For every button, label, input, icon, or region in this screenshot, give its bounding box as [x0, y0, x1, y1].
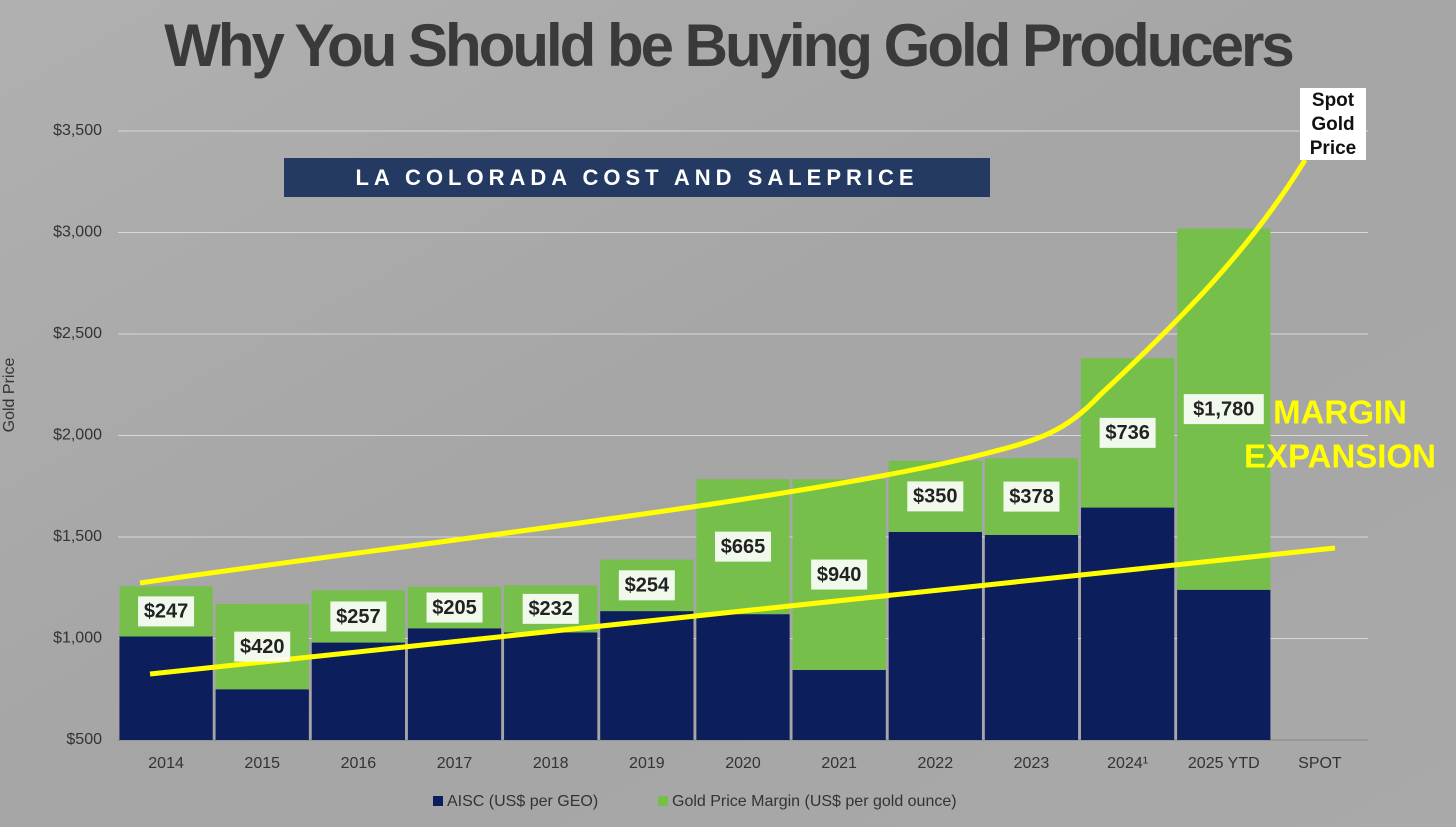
- bar-segment: [984, 534, 1079, 740]
- value-label: $205: [432, 597, 477, 619]
- bar-segment: [215, 689, 309, 740]
- value-label: $257: [336, 606, 381, 628]
- value-label: $940: [817, 564, 862, 586]
- value-label-box: [618, 570, 675, 601]
- margin-label: MARGIN: [1273, 394, 1407, 431]
- margin-label: EXPANSION: [1244, 438, 1436, 475]
- bar-segment: [888, 531, 982, 740]
- value-label-box: [522, 593, 579, 624]
- spot-curve: [139, 158, 1308, 586]
- x-tick-label: 2024¹: [1107, 755, 1148, 772]
- spot-label: Price: [1310, 138, 1356, 159]
- x-tick-label: 2022: [918, 755, 954, 772]
- y-tick-label: $1,000: [53, 630, 102, 647]
- value-label-box: [715, 531, 771, 562]
- value-label: $378: [1009, 486, 1054, 508]
- x-tick-label: 2019: [629, 755, 665, 772]
- chart-title: Why You Should be Buying Gold Producers: [164, 12, 1292, 79]
- x-tick-label: 2023: [1014, 755, 1050, 772]
- bar-segment: [696, 614, 790, 740]
- y-tick-label: $2,500: [53, 325, 102, 342]
- y-tick-label: $3,500: [53, 122, 102, 139]
- x-tick-label: 2020: [725, 755, 761, 772]
- bar-segment: [311, 642, 406, 740]
- x-tick-label: 2016: [341, 755, 377, 772]
- subtitle-box: [284, 158, 990, 197]
- bar-segment: [119, 636, 213, 740]
- value-label: $247: [144, 601, 189, 623]
- value-label: $736: [1105, 422, 1150, 444]
- legend-label: Gold Price Margin (US$ per gold ounce): [672, 793, 957, 810]
- value-label-box: [426, 592, 483, 623]
- value-label-box: [138, 596, 195, 627]
- value-label-box: [1099, 417, 1156, 448]
- bar-segment: [1177, 589, 1271, 740]
- y-tick-label: $1,500: [53, 528, 102, 545]
- x-tick-label: 2014: [148, 755, 184, 772]
- value-label: $350: [913, 486, 958, 508]
- legend-swatch: [433, 796, 443, 806]
- bar-segment: [600, 611, 694, 740]
- value-label-box: [1003, 481, 1060, 512]
- spot-label: Gold: [1311, 114, 1354, 135]
- spot-label-box: [1300, 88, 1366, 160]
- bar-segment: [1080, 507, 1175, 740]
- spot-label: Spot: [1312, 90, 1355, 111]
- x-tick-label: 2025 YTD: [1188, 755, 1260, 772]
- legend-swatch: [658, 796, 668, 806]
- bar-segment: [504, 632, 598, 740]
- subtitle: LA COLORADA COST AND SALEPRICE: [355, 165, 918, 190]
- x-tick-label: SPOT: [1298, 755, 1342, 772]
- value-label-box: [811, 559, 868, 590]
- y-tick-label: $3,000: [53, 224, 102, 241]
- bar-segment: [792, 669, 886, 740]
- y-tick-label: $500: [66, 731, 102, 748]
- x-tick-label: 2015: [244, 755, 280, 772]
- value-label: $665: [721, 536, 766, 558]
- value-label-box: [907, 481, 964, 512]
- value-label-box: [234, 631, 291, 662]
- aisc-trend: [149, 545, 1336, 677]
- legend-label: AISC (US$ per GEO): [447, 793, 598, 810]
- value-label: $420: [240, 636, 285, 658]
- y-tick-label: $2,000: [53, 427, 102, 444]
- value-label: $254: [625, 575, 670, 597]
- x-tick-label: 2021: [821, 755, 857, 772]
- x-tick-label: 2018: [533, 755, 569, 772]
- x-tick-label: 2017: [437, 755, 473, 772]
- value-label: $232: [528, 598, 573, 620]
- value-label-box: [1183, 394, 1264, 425]
- value-label: $1,780: [1193, 398, 1254, 420]
- value-label-box: [330, 601, 387, 632]
- y-axis-label: Gold Price: [1, 358, 18, 433]
